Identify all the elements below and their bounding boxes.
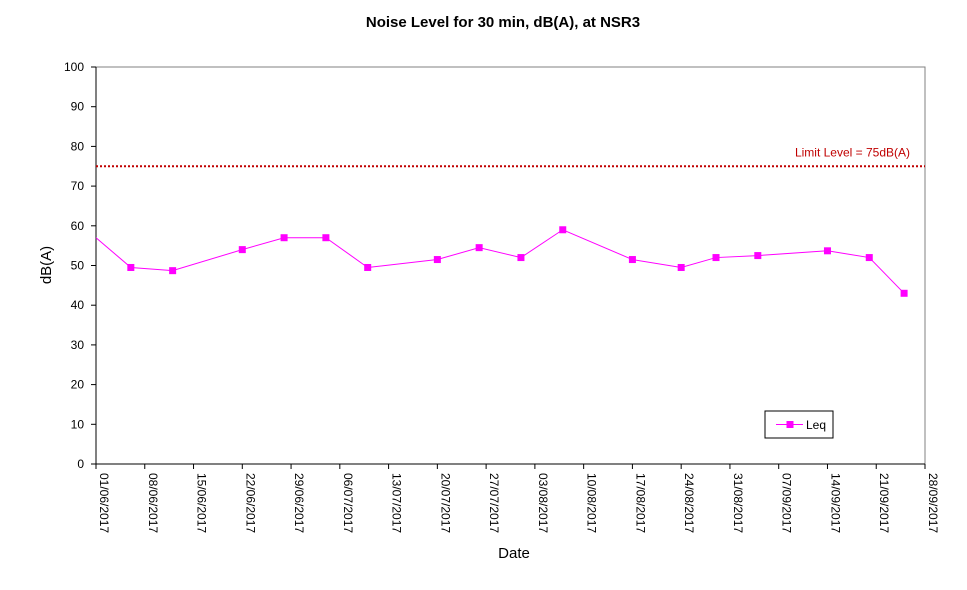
y-tick-label: 80 [71,139,85,153]
x-tick-label: 29/06/2017 [292,473,306,533]
x-tick-label: 14/09/2017 [828,473,842,533]
y-tick-label: 60 [71,219,85,233]
x-tick-label: 24/08/2017 [682,473,696,533]
data-point [433,256,441,264]
y-tick-label: 20 [71,378,85,392]
y-tick-label: 40 [71,298,85,312]
x-tick-label: 03/08/2017 [536,473,550,533]
x-tick-label: 15/06/2017 [195,473,209,533]
x-tick-label: 07/09/2017 [780,473,794,533]
data-point [677,263,685,271]
y-axis-ticks: 0 10 20 30 40 50 60 70 80 90 100 [64,60,96,471]
y-tick-label: 10 [71,417,85,431]
plot-frame [95,66,926,465]
data-point [127,263,135,271]
data-point [823,247,831,255]
y-tick-label: 90 [71,100,85,114]
data-point [280,234,288,242]
x-tick-label: 22/06/2017 [243,473,257,533]
x-tick-label: 10/08/2017 [585,473,599,533]
series-line-leq [95,229,905,294]
y-tick-label: 70 [71,179,85,193]
series-layer [95,226,908,297]
plot-area [95,66,926,465]
x-axis-ticks: 01/06/2017 08/06/2017 15/06/2017 22/06/2017… [95,464,940,533]
data-point [475,244,483,252]
x-tick-label: 28/09/2017 [926,473,940,533]
x-tick-label: 17/08/2017 [633,473,647,533]
x-tick-label: 27/07/2017 [487,473,501,533]
legend-swatch-marker [786,421,794,428]
x-tick-label: 31/08/2017 [731,473,745,533]
y-axis-title: dB(A) [38,246,55,284]
data-point [322,234,330,242]
x-axis-title: Date [498,545,530,562]
x-tick-label: 13/07/2017 [390,473,404,533]
y-tick-label: 30 [71,338,85,352]
data-point [364,263,372,271]
reference-lines: Limit Level = 75dB(A) [96,145,925,168]
x-tick-label: 01/06/2017 [97,473,111,533]
legend-label: Leq [806,418,826,432]
legend: Leq [764,410,834,439]
data-point [628,256,636,264]
data-point [559,226,567,234]
x-tick-label: 06/07/2017 [341,473,355,533]
data-point [712,254,720,262]
limit-level-label: Limit Level = 75dB(A) [795,145,910,159]
y-tick-label: 100 [64,60,84,74]
data-point [865,254,873,262]
data-point [238,246,246,254]
y-tick-label: 0 [77,457,84,471]
data-point [169,267,177,275]
chart-title: Noise Level for 30 min, dB(A), at NSR3 [366,14,640,31]
data-point [517,254,525,262]
x-tick-label: 21/09/2017 [877,473,891,533]
x-tick-label: 08/06/2017 [146,473,160,533]
data-point [754,252,762,260]
x-tick-label: 20/07/2017 [438,473,452,533]
y-tick-label: 50 [71,259,85,273]
data-point [900,289,908,297]
